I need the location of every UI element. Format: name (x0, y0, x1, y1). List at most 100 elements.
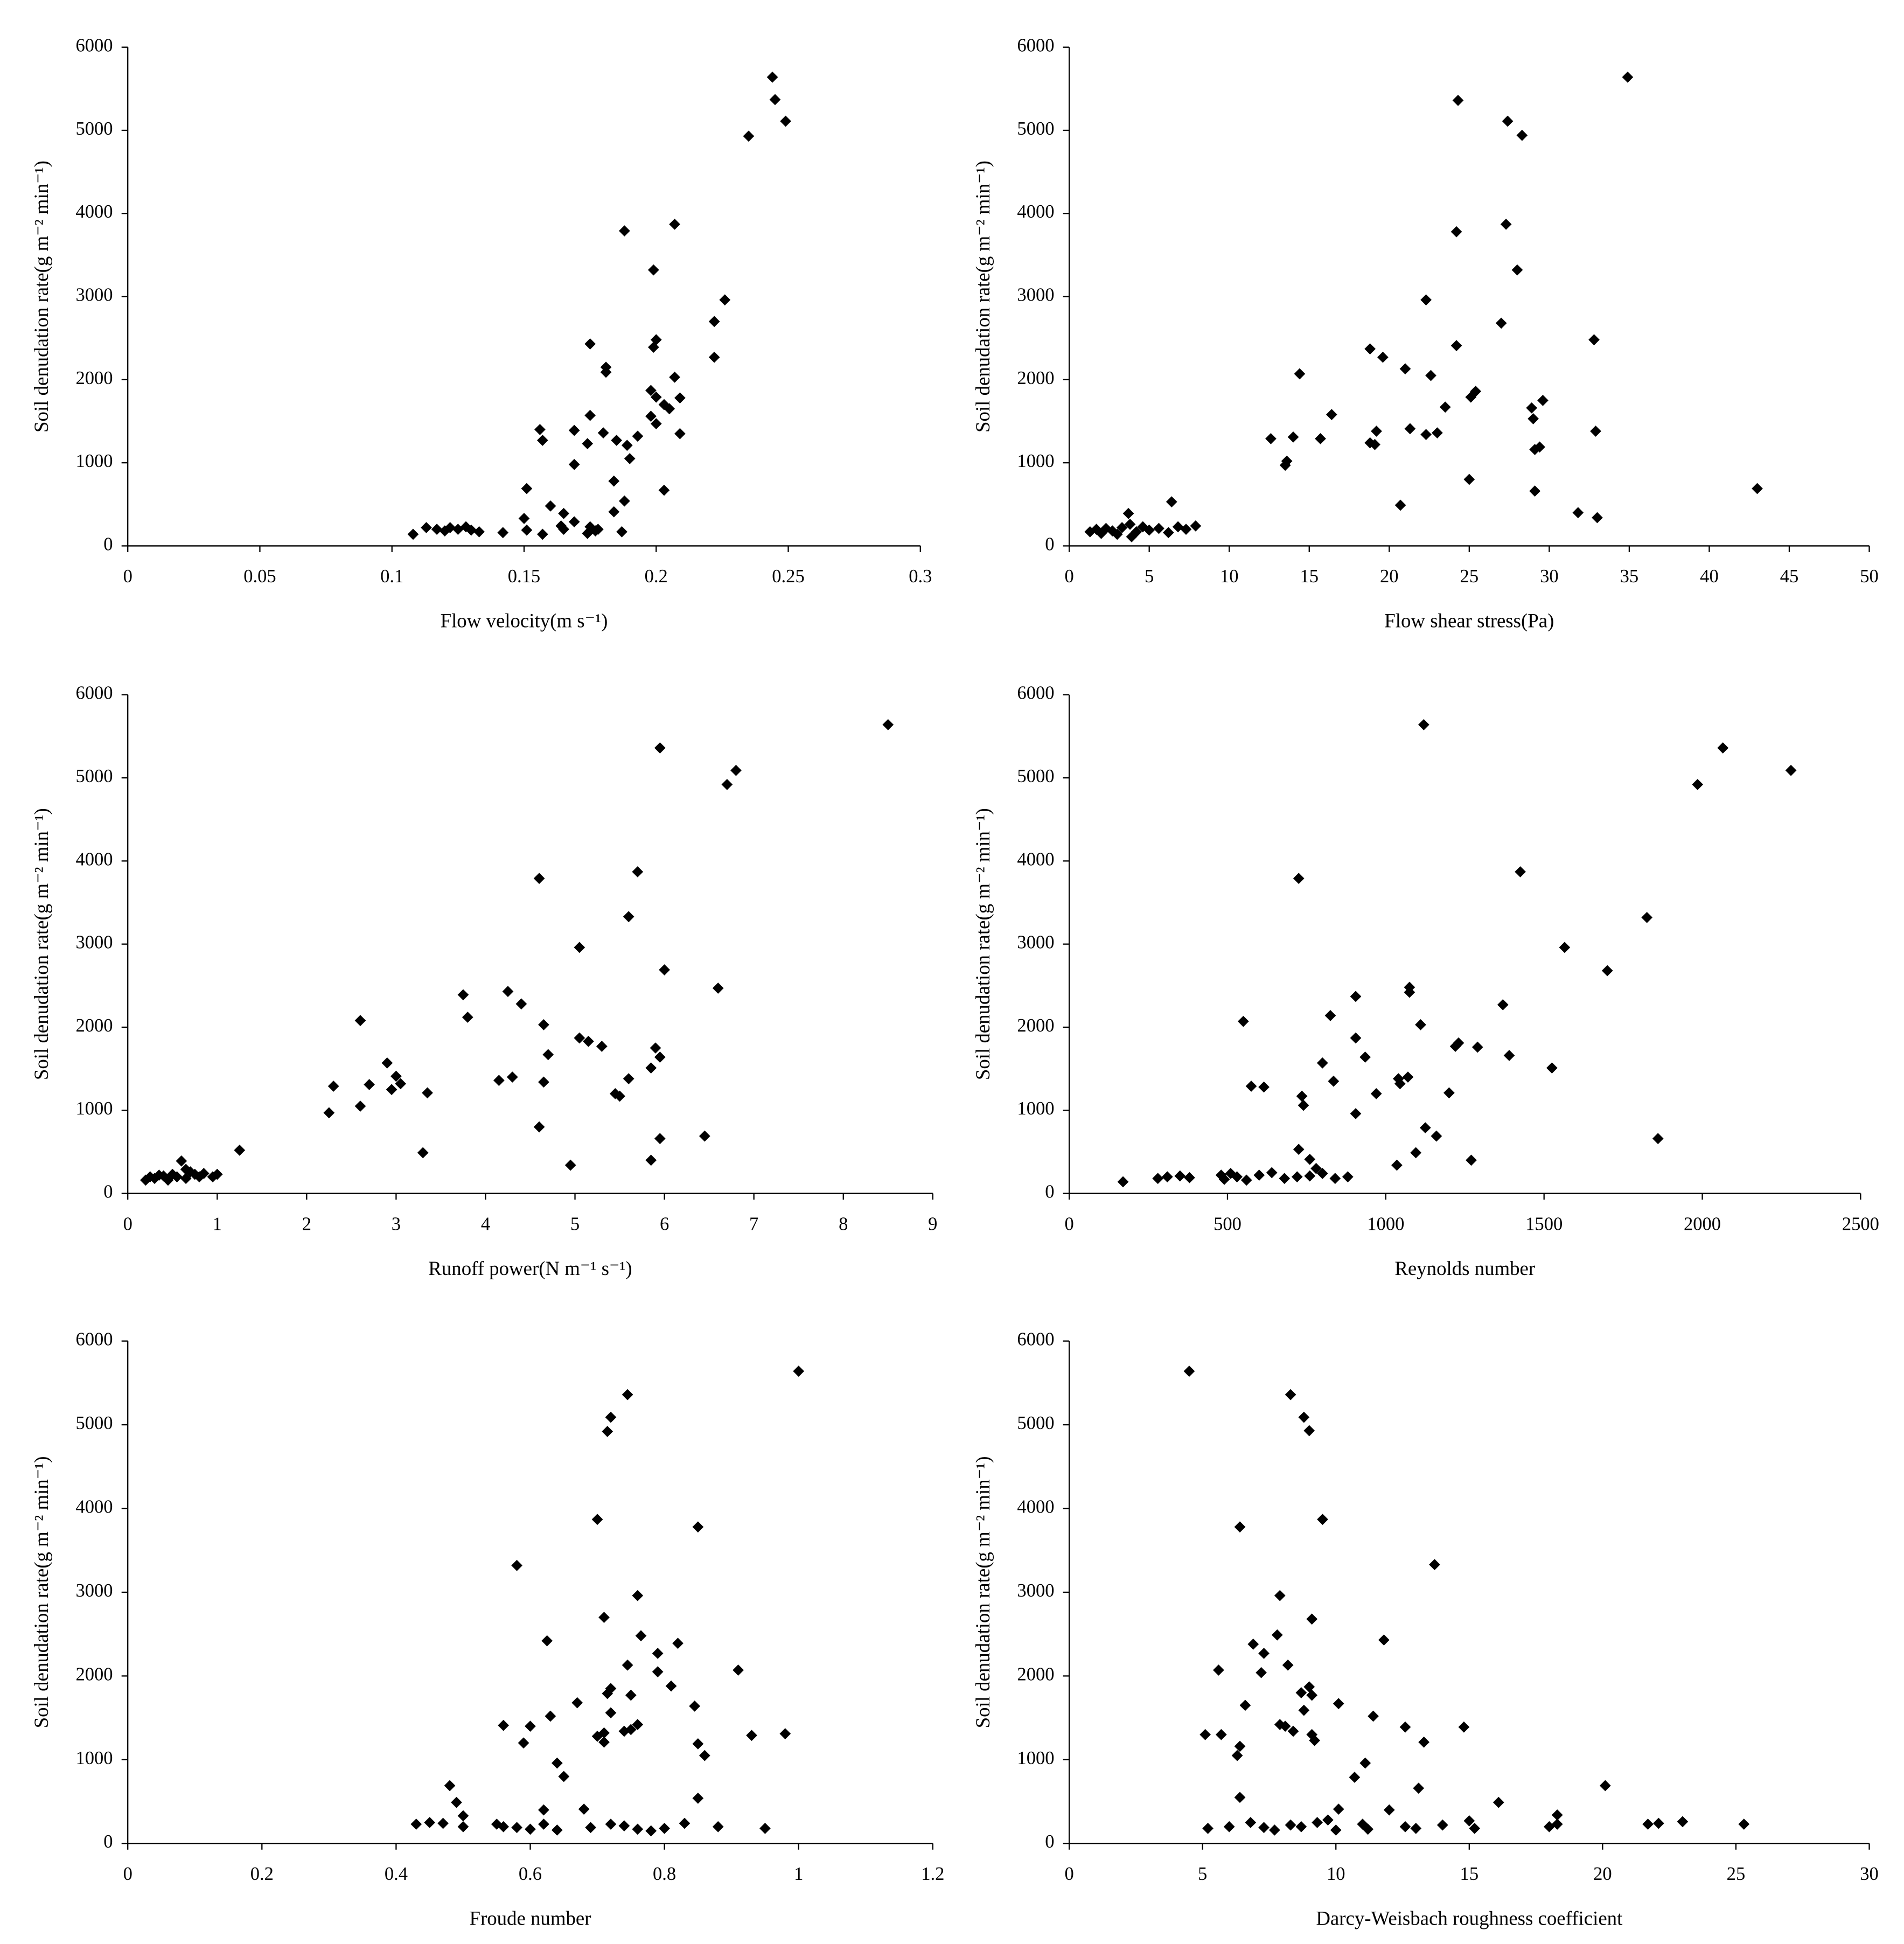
x-tick-label: 50 (1860, 566, 1879, 587)
data-point (1420, 294, 1432, 306)
data-point (431, 524, 443, 535)
data-point (1183, 1365, 1195, 1377)
data-point (591, 1514, 603, 1525)
data-point (1296, 1090, 1308, 1102)
x-tick-label: 0.6 (519, 1864, 542, 1884)
data-point (1256, 1667, 1267, 1678)
data-point (650, 418, 662, 429)
data-point (1359, 1757, 1371, 1769)
data-point (692, 1738, 704, 1750)
data-point (708, 316, 720, 328)
data-point (746, 1730, 757, 1741)
data-point (1245, 1081, 1257, 1092)
data-point (1601, 965, 1613, 977)
data-point (608, 475, 620, 487)
data-point (712, 983, 724, 994)
data-point (1213, 1664, 1224, 1676)
data-point (1312, 1817, 1323, 1828)
data-point (1399, 1721, 1411, 1733)
x-tick-label: 40 (1700, 566, 1719, 587)
data-point (1231, 1750, 1243, 1761)
data-point (417, 1147, 429, 1159)
data-point (596, 1041, 608, 1052)
data-point (1287, 1725, 1299, 1737)
data-point (511, 1822, 522, 1834)
data-point (1653, 1817, 1664, 1829)
data-point (632, 1719, 644, 1730)
x-tick-label: 0 (1064, 1864, 1073, 1884)
data-point (1362, 1823, 1374, 1835)
data-point (1752, 483, 1763, 494)
data-point (180, 1163, 192, 1175)
data-point (1309, 1734, 1321, 1746)
data-point (730, 764, 742, 776)
data-point (1492, 1796, 1504, 1808)
data-point (1342, 1171, 1354, 1183)
x-tick-label: 25 (1727, 1864, 1746, 1884)
x-tick-label: 35 (1620, 566, 1639, 587)
data-point (674, 428, 686, 440)
data-point (1294, 368, 1306, 380)
data-point (583, 1035, 594, 1047)
data-point (1162, 527, 1174, 539)
data-point (1641, 911, 1653, 923)
data-point (699, 1750, 710, 1761)
data-point (598, 1612, 610, 1623)
data-point (1415, 1019, 1426, 1030)
data-point (1369, 438, 1380, 450)
data-point (551, 1757, 563, 1769)
y-tick-label: 0 (1045, 1181, 1054, 1202)
data-point (1377, 351, 1389, 363)
data-point (1370, 1088, 1382, 1099)
data-point (390, 1070, 402, 1082)
data-point (1310, 1162, 1322, 1174)
data-point (1247, 1638, 1259, 1650)
data-point (1279, 1720, 1291, 1732)
data-point (1404, 423, 1416, 435)
y-tick-label: 3000 (1017, 932, 1054, 953)
data-point (558, 524, 569, 535)
y-tick-label: 6000 (1017, 1329, 1054, 1350)
data-point (1529, 485, 1540, 497)
data-point (605, 1411, 617, 1423)
x-tick-label: 0.15 (508, 566, 540, 587)
data-point (1495, 317, 1507, 329)
y-tick-label: 3000 (1017, 284, 1054, 305)
data-point (1291, 1171, 1303, 1183)
data-point (327, 1081, 339, 1092)
data-point (1622, 71, 1634, 83)
data-point (536, 435, 548, 446)
data-point (1153, 522, 1164, 534)
data-point (538, 1076, 549, 1088)
data-point (1465, 391, 1477, 403)
y-tick-label: 1000 (76, 451, 113, 471)
y-tick-label: 0 (103, 534, 113, 554)
x-axis-label: Reynolds number (1394, 1257, 1535, 1279)
data-point (632, 1590, 644, 1601)
data-point (1503, 1050, 1515, 1061)
x-tick-label: 1500 (1525, 1214, 1563, 1234)
data-point (1391, 1159, 1403, 1171)
data-point (511, 1559, 522, 1571)
data-point (1590, 426, 1601, 437)
data-point (1279, 459, 1291, 471)
data-point (1253, 1169, 1265, 1181)
data-point (632, 1823, 644, 1835)
data-point (1443, 1087, 1455, 1099)
data-point (669, 371, 680, 383)
data-point (1282, 1659, 1294, 1671)
data-point (521, 524, 533, 536)
x-tick-label: 0 (1064, 566, 1073, 587)
data-point (541, 1635, 553, 1647)
data-point (1285, 1819, 1296, 1831)
data-point (1265, 433, 1277, 444)
x-tick-label: 0.05 (243, 566, 276, 587)
data-point (1293, 873, 1305, 884)
data-point (659, 1822, 670, 1834)
data-point (536, 528, 548, 540)
data-point (568, 458, 580, 470)
data-point (457, 1821, 469, 1832)
data-point (518, 513, 530, 524)
data-point (1349, 1772, 1361, 1783)
